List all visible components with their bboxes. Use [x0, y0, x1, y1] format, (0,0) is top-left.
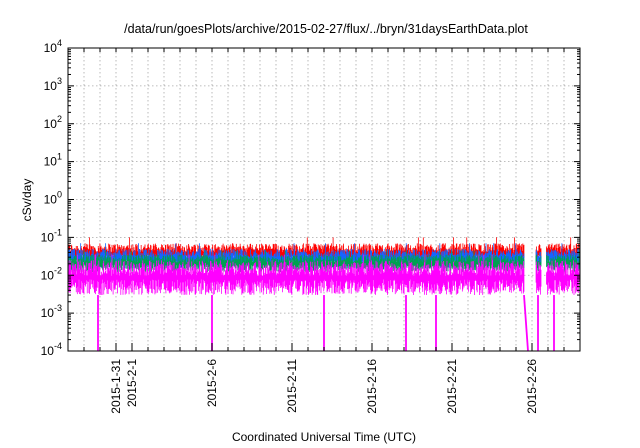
y-tick-label: 100	[44, 190, 62, 207]
x-tick-label: 2015-2-11	[285, 359, 299, 413]
y-tick-label: 102	[44, 114, 62, 131]
axis-ticks	[68, 47, 580, 352]
series-dropout	[523, 294, 529, 352]
y-tick-label: 10-1	[41, 227, 62, 244]
x-tick-labels: 2015-1-31 2015-2-1 2015-2-6 2015-2-11 2015-2…	[109, 359, 539, 414]
x-tick-label: 2015-2-26	[525, 359, 539, 414]
x-tick-label: 2015-2-16	[365, 359, 379, 414]
x-axis-label: Coordinated Universal Time (UTC)	[232, 430, 416, 444]
y-tick-label: 103	[44, 76, 62, 93]
y-tick-labels: 104 103 102 101 100 10-1 10-2 10-3 10-4	[41, 38, 62, 358]
y-tick-label: 101	[44, 152, 62, 169]
y-tick-label: 104	[44, 38, 62, 55]
x-tick-label: 2015-2-1	[125, 359, 139, 407]
y-tick-label: 10-3	[41, 303, 62, 320]
series-layer	[67, 237, 580, 352]
x-tick-label: 2015-2-6	[205, 359, 219, 407]
x-tick-label: 2015-2-21	[445, 359, 459, 414]
y-axis-label: cSv/day	[20, 179, 34, 222]
y-tick-label: 10-4	[41, 341, 62, 358]
y-tick-label: 10-2	[41, 265, 62, 282]
chart-title: /data/run/goesPlots/archive/2015-02-27/f…	[124, 22, 528, 36]
x-tick-label: 2015-1-31	[109, 359, 123, 414]
